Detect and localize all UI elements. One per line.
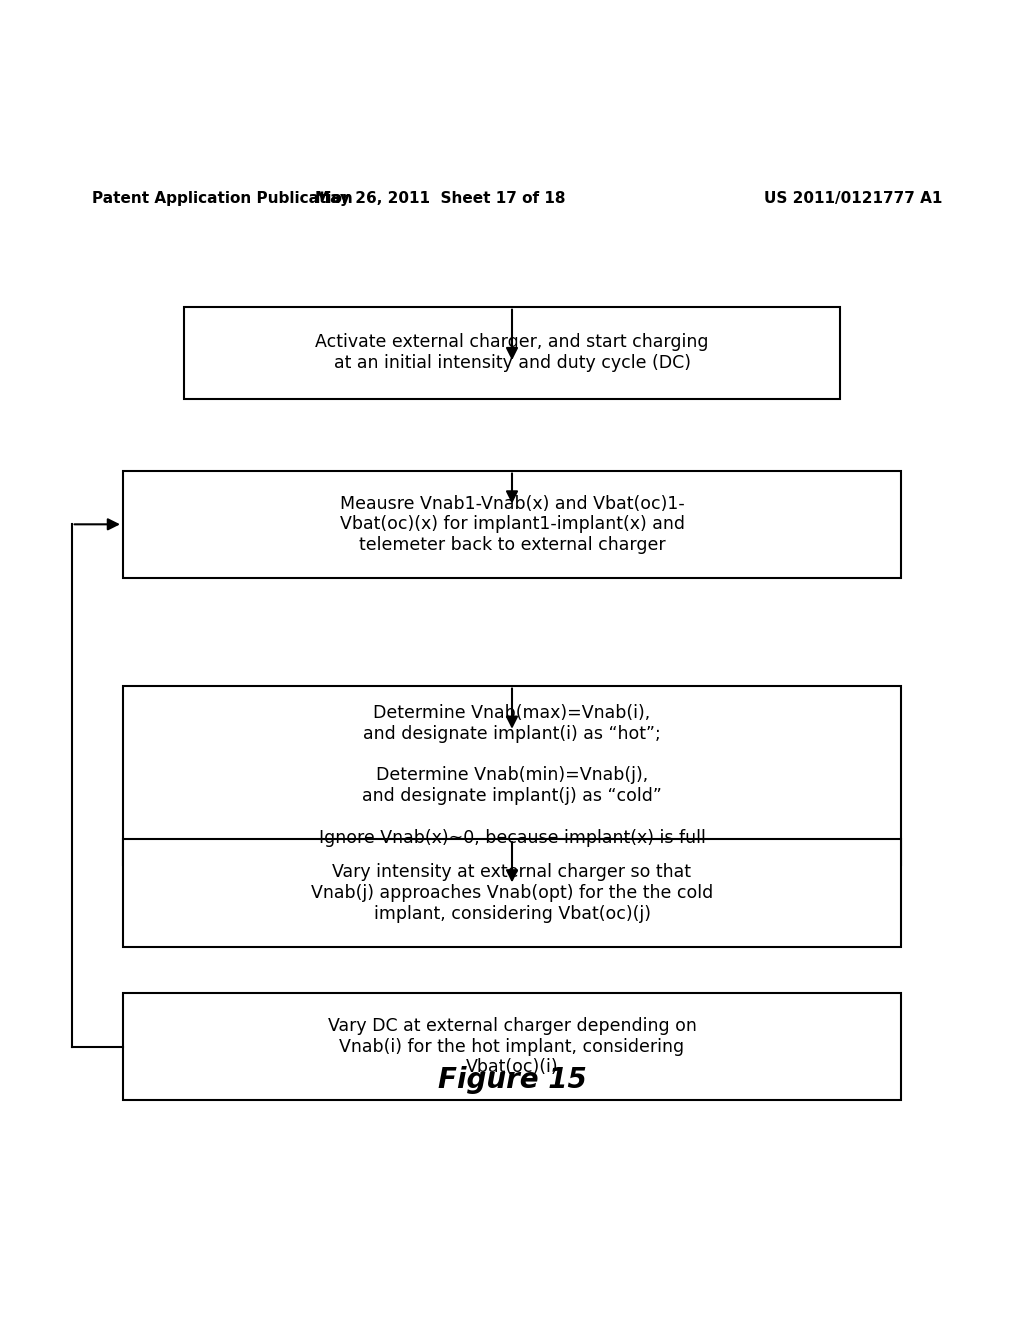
FancyBboxPatch shape — [123, 685, 901, 865]
Text: Vary DC at external charger depending on
Vnab(i) for the hot implant, considerin: Vary DC at external charger depending on… — [328, 1016, 696, 1076]
FancyBboxPatch shape — [123, 470, 901, 578]
Text: Determine Vnab(max)=Vnab(i),
and designate implant(i) as “hot”;

Determine Vnab(: Determine Vnab(max)=Vnab(i), and designa… — [318, 704, 706, 846]
FancyBboxPatch shape — [123, 993, 901, 1101]
Text: Figure 15: Figure 15 — [437, 1065, 587, 1094]
Text: US 2011/0121777 A1: US 2011/0121777 A1 — [764, 191, 942, 206]
Text: Meausre Vnab1-Vnab(x) and Vbat(oc)1-
Vbat(oc)(x) for implant1-implant(x) and
tel: Meausre Vnab1-Vnab(x) and Vbat(oc)1- Vba… — [340, 495, 684, 554]
Text: Vary intensity at external charger so that
Vnab(j) approaches Vnab(opt) for the : Vary intensity at external charger so th… — [311, 863, 713, 923]
Text: Activate external charger, and start charging
at an initial intensity and duty c: Activate external charger, and start cha… — [315, 334, 709, 372]
FancyBboxPatch shape — [123, 840, 901, 946]
Text: Patent Application Publication: Patent Application Publication — [92, 191, 353, 206]
FancyBboxPatch shape — [184, 306, 840, 399]
Text: May 26, 2011  Sheet 17 of 18: May 26, 2011 Sheet 17 of 18 — [315, 191, 565, 206]
